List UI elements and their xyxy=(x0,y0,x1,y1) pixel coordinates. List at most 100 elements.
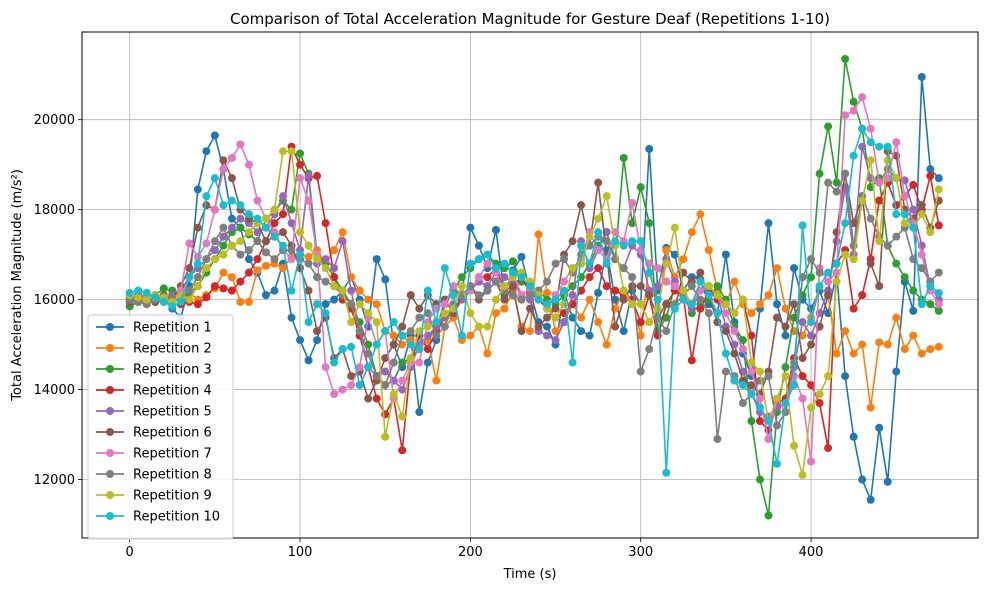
data-point xyxy=(364,349,373,358)
data-point xyxy=(474,255,483,264)
data-point xyxy=(628,273,637,282)
data-point xyxy=(491,277,500,286)
legend-marker xyxy=(106,470,114,478)
data-point xyxy=(185,239,194,248)
data-point xyxy=(773,394,781,403)
data-point xyxy=(253,266,262,275)
data-point xyxy=(244,268,253,277)
data-point xyxy=(440,309,449,318)
data-point xyxy=(832,178,841,187)
data-point xyxy=(526,327,534,336)
data-point xyxy=(381,410,390,419)
legend-marker xyxy=(106,386,114,394)
data-point xyxy=(338,237,347,246)
data-point xyxy=(483,250,492,259)
data-point xyxy=(500,273,509,282)
legend-marker xyxy=(106,344,114,352)
data-point xyxy=(568,291,577,300)
data-point xyxy=(236,214,245,223)
data-point xyxy=(568,313,577,322)
data-point xyxy=(389,340,398,349)
data-point xyxy=(219,223,228,232)
data-point xyxy=(721,250,730,259)
data-point xyxy=(900,219,909,228)
data-point xyxy=(330,390,339,399)
data-point xyxy=(645,144,654,153)
data-point xyxy=(790,358,799,367)
data-point xyxy=(219,241,228,250)
data-point xyxy=(244,297,253,306)
data-point xyxy=(619,295,628,304)
y-tick-label: 20000 xyxy=(34,113,75,128)
data-point xyxy=(483,349,492,358)
data-point xyxy=(909,286,918,295)
data-point xyxy=(543,277,552,286)
data-point xyxy=(500,259,509,268)
data-point xyxy=(798,354,807,363)
data-point xyxy=(594,264,603,273)
data-point xyxy=(261,261,270,270)
data-point xyxy=(653,264,662,273)
data-point xyxy=(517,273,526,282)
x-tick-label: 0 xyxy=(126,545,134,560)
data-point xyxy=(815,282,824,291)
data-point xyxy=(807,381,816,390)
data-point xyxy=(389,318,398,327)
data-point xyxy=(227,223,236,232)
data-point xyxy=(560,300,569,309)
series-repetition-10 xyxy=(125,124,943,477)
data-point xyxy=(662,468,671,477)
data-point xyxy=(219,284,228,293)
data-point xyxy=(824,122,833,131)
data-point xyxy=(415,345,424,354)
data-point xyxy=(858,196,867,205)
data-point xyxy=(543,300,552,309)
data-point xyxy=(202,192,211,201)
legend-marker xyxy=(106,407,114,415)
data-point xyxy=(841,327,850,336)
data-point xyxy=(645,345,654,354)
data-point xyxy=(679,286,688,295)
data-point xyxy=(568,264,577,273)
legend-item: Repetition 4 xyxy=(96,384,212,399)
legend-label: Repetition 8 xyxy=(133,468,212,483)
data-point xyxy=(773,459,781,468)
data-point xyxy=(900,273,909,282)
data-point xyxy=(219,156,228,165)
data-point xyxy=(321,255,330,264)
data-point xyxy=(577,201,586,210)
data-point xyxy=(330,264,339,273)
data-point xyxy=(875,142,884,151)
data-point xyxy=(875,178,884,187)
data-point xyxy=(193,223,202,232)
data-point xyxy=(423,358,432,367)
data-point xyxy=(457,282,466,291)
data-point xyxy=(900,345,909,354)
legend-item: Repetition 9 xyxy=(96,489,212,504)
data-point xyxy=(381,381,390,390)
data-point xyxy=(849,151,858,160)
data-point xyxy=(500,295,509,304)
data-point xyxy=(696,277,705,286)
data-point xyxy=(866,138,875,147)
data-point xyxy=(543,322,552,331)
data-point xyxy=(781,304,790,313)
legend-label: Repetition 6 xyxy=(133,426,212,441)
data-point xyxy=(934,288,943,297)
data-point xyxy=(236,277,245,286)
data-point xyxy=(176,297,185,306)
data-point xyxy=(662,327,671,336)
data-point xyxy=(619,241,628,250)
data-point xyxy=(474,273,483,282)
data-point xyxy=(687,300,696,309)
data-point xyxy=(577,259,586,268)
data-point xyxy=(926,228,935,237)
data-point xyxy=(381,432,390,441)
data-point xyxy=(875,338,884,347)
data-point xyxy=(917,210,926,219)
data-point xyxy=(202,255,211,264)
data-point xyxy=(866,124,875,133)
data-point xyxy=(704,246,713,255)
data-point xyxy=(824,178,833,187)
data-point xyxy=(193,273,202,282)
